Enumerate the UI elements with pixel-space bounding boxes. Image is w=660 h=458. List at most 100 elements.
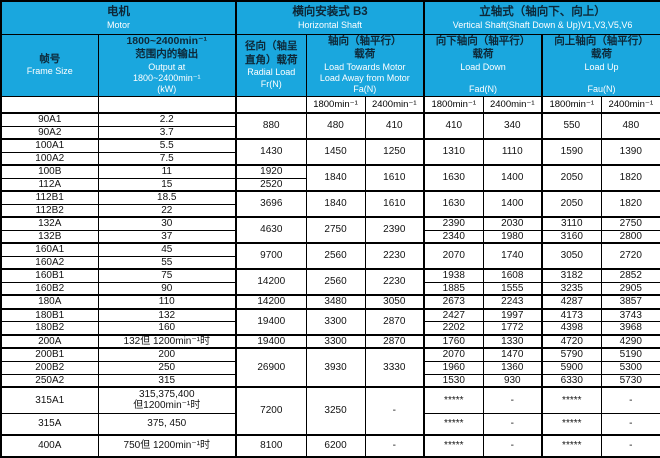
header-horizontal-en: Horizontal Shaft (298, 19, 363, 30)
output-cell: 30 (97, 216, 237, 231)
radial-load-cell: 19400 (235, 333, 307, 349)
output-cell: 110 (97, 294, 237, 310)
header-up-zh: 向上轴向（轴平行） 载荷 (554, 34, 649, 61)
header-output-zh: 1800~2400min⁻¹ 范围内的输出 (126, 34, 208, 61)
fau-1800-cell: 3050 (541, 242, 602, 270)
output-cell: 45 (97, 242, 237, 257)
output-cell: 250 (97, 360, 237, 375)
header-radial-zh: 径向（轴呈 直角）载荷 (245, 40, 298, 66)
fa-2400-cell: 2390 (364, 216, 425, 244)
frame-cell: 180B2 (0, 321, 99, 336)
output-cell: 11 (97, 164, 237, 179)
frame-cell: 400A (0, 434, 99, 458)
fad-2400-cell: - (482, 386, 543, 414)
header-column-row: 帧号 Frame Size 1800~2400min⁻¹ 范围内的输出 Outp… (0, 33, 660, 97)
radial-load-cell: 2520 (235, 177, 307, 192)
output-cell: 7.5 (97, 151, 237, 166)
header-speed-row: 1800min⁻¹ 2400min⁻¹ 1800min⁻¹ 2400min⁻¹ … (0, 95, 660, 114)
fa-2400-cell: 1610 (364, 190, 425, 218)
output-cell: 90 (97, 281, 237, 296)
fad-1800-cell: 1938 (423, 268, 484, 283)
output-cell: 750但 1200min⁻¹时 (97, 434, 237, 458)
frame-cell: 100A1 (0, 138, 99, 153)
header-radial-en: Radial Load Fr(N) (247, 67, 296, 89)
frame-cell: 315A1 (0, 386, 99, 414)
fau-2400-cell: 2720 (600, 242, 660, 270)
header-load-down: 向下轴向（轴平行） 载荷 Load Down Fad(N) (423, 33, 543, 97)
table-row: 160B2 90 1885 1555 3235 2905 (0, 281, 660, 296)
output-cell: 55 (97, 255, 237, 270)
fad-2400-cell: 1330 (482, 333, 543, 349)
blank-cell (97, 95, 237, 114)
fad-2400-cell: 1400 (482, 190, 543, 218)
radial-load-cell: 3696 (235, 190, 307, 218)
fau-1800-cell: 3110 (541, 216, 602, 231)
fad-2400-cell: 1360 (482, 360, 543, 375)
fau-2400-cell: 3743 (600, 307, 660, 323)
fa-2400-cell: 1250 (364, 138, 425, 166)
radial-load-cell: 19400 (235, 307, 307, 336)
frame-cell: 160A2 (0, 255, 99, 270)
output-cell: 132但 1200min⁻¹时 (97, 333, 237, 349)
header-vertical-zh: 立轴式（轴向下、向上） (479, 5, 606, 18)
fau-2400-cell: 5730 (600, 373, 660, 388)
frame-cell: 200B1 (0, 347, 99, 362)
fau-1800-cell: 550 (541, 112, 602, 140)
fad-2400-cell: 1608 (482, 268, 543, 283)
radial-load-cell: 9700 (235, 242, 307, 270)
fau-1800-cell: 2050 (541, 190, 602, 218)
fau-1800-cell: 5900 (541, 360, 602, 375)
header-fa-1800: 1800min⁻¹ (305, 95, 366, 114)
fau-2400-cell: 1390 (600, 138, 660, 166)
table-row: 400A 750但 1200min⁻¹时 8100 6200 - ***** -… (0, 434, 660, 458)
blank-cell (0, 95, 99, 114)
table-row: 200B1 200 26900 3930 3330 2070 1470 5790… (0, 347, 660, 388)
radial-load-cell: 7200 (235, 386, 307, 436)
fad-2400-cell: - (482, 434, 543, 458)
fa-2400-cell: 410 (364, 112, 425, 140)
output-cell: 2.2 (97, 112, 237, 127)
fau-2400-cell: - (600, 434, 660, 458)
fad-2400-cell: 2030 (482, 216, 543, 231)
frame-cell: 160A1 (0, 242, 99, 257)
fad-1800-cell: 2070 (423, 242, 484, 270)
fad-1800-cell: 2673 (423, 294, 484, 310)
fa-2400-cell: 3050 (364, 294, 425, 310)
table-row: 112B1 18.5 3696 1840 1610 1630 1400 2050… (0, 190, 660, 218)
fa-2400-cell: 2870 (364, 333, 425, 349)
output-cell: 75 (97, 268, 237, 283)
fa-1800-cell: 3250 (305, 386, 366, 436)
fa-2400-cell: 1610 (364, 164, 425, 192)
fa-1800-cell: 3480 (305, 294, 366, 310)
fau-1800-cell: 6330 (541, 373, 602, 388)
radial-load-cell: 8100 (235, 434, 307, 458)
header-motor: 电机 Motor (0, 0, 237, 35)
fa-1800-cell: 480 (305, 112, 366, 140)
frame-cell: 112A (0, 177, 99, 192)
header-down-zh: 向下轴向（轴平行） 载荷 (435, 34, 531, 61)
fa-1800-cell: 2560 (305, 268, 366, 296)
frame-cell: 180B1 (0, 307, 99, 323)
fa-2400-cell: - (364, 386, 425, 436)
header-frame-zh: 帧号 (39, 52, 61, 65)
table-row: 315A 375, 450 ***** - ***** - (0, 412, 660, 436)
header-horizontal-zh: 横向安装式 B3 (292, 5, 368, 18)
fau-2400-cell: 4290 (600, 333, 660, 349)
table-row: 200A 132但 1200min⁻¹时 19400 3300 2870 176… (0, 333, 660, 349)
frame-cell: 180A (0, 294, 99, 310)
radial-load-cell: 1920 (235, 164, 307, 179)
fad-1800-cell: 2070 (423, 347, 484, 362)
header-output-en: Output at 1800~2400min⁻¹ (kW) (132, 61, 201, 95)
output-cell: 37 (97, 229, 237, 244)
fad-1800-cell: ***** (423, 386, 484, 414)
fa-1800-cell: 3300 (305, 307, 366, 336)
fad-1800-cell: 410 (423, 112, 484, 140)
header-output: 1800~2400min⁻¹ 范围内的输出 Output at 1800~240… (97, 33, 237, 97)
radial-load-cell: 4630 (235, 216, 307, 244)
table-row: 160A1 45 9700 2560 2230 2070 1740 3050 2… (0, 242, 660, 270)
header-frame-size: 帧号 Frame Size (0, 33, 99, 97)
frame-cell: 315A (0, 412, 99, 436)
fau-1800-cell: ***** (541, 386, 602, 414)
